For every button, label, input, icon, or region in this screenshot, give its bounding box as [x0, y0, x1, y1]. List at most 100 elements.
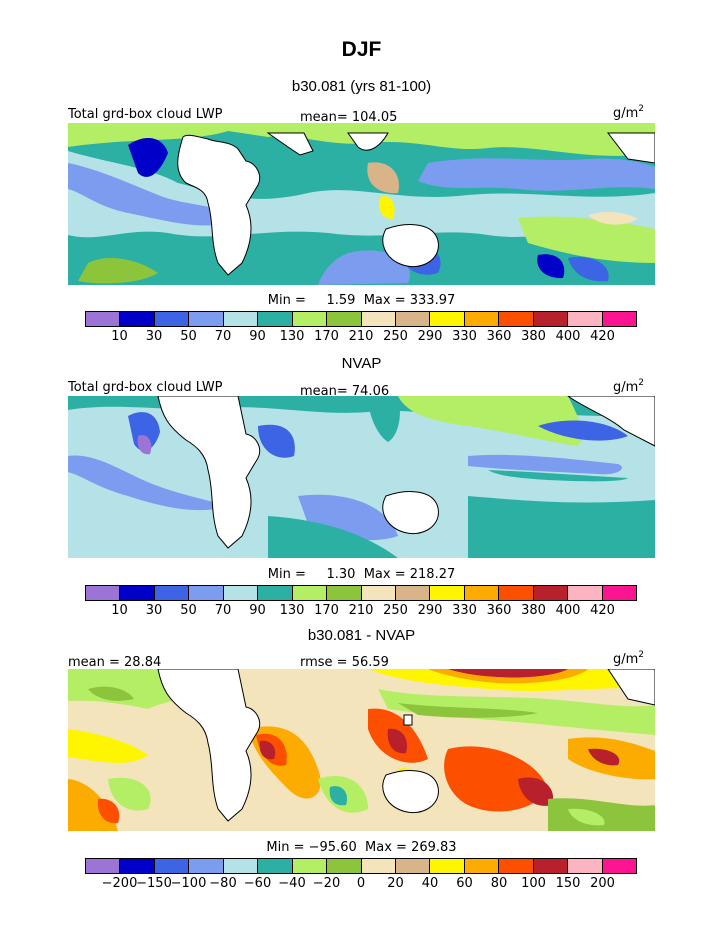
- colorbar-tick-label: 330: [452, 329, 477, 344]
- colorbar-box: [223, 586, 259, 600]
- colorbar-tick-label: 60: [456, 876, 473, 891]
- colorbar-tick-label: 170: [314, 329, 339, 344]
- panel-3-title: b30.081 - NVAP: [307, 627, 416, 644]
- panel-3-mean-label: mean = 28.84: [68, 655, 162, 670]
- panel-2-minmax: Min = 1.30 Max = 218.27: [267, 567, 456, 582]
- panel-3-land: [157, 669, 655, 822]
- colorbar-box: [568, 586, 603, 600]
- panel-2-mean-label: mean= 74.06: [300, 384, 390, 399]
- colorbar-box: [189, 586, 224, 600]
- colorbar-box: [533, 586, 569, 600]
- colorbar-tick-label: 420: [590, 603, 615, 618]
- colorbar-box: [533, 859, 569, 873]
- colorbar-tick-label: 70: [214, 329, 232, 344]
- panel-2-title: NVAP: [341, 355, 382, 372]
- colorbar-box: [499, 859, 534, 873]
- colorbar-tick-label: 130: [279, 603, 305, 618]
- colorbar-tick-label: 210: [348, 603, 374, 618]
- colorbar-box: [395, 586, 431, 600]
- panel-1-minmax: Min = 1.59 Max = 333.97: [267, 293, 456, 308]
- colorbar-box: [327, 859, 362, 873]
- colorbar-box: [258, 312, 293, 326]
- colorbar-tick-label: 420: [590, 329, 615, 344]
- colorbar-tick-label: 80: [490, 876, 508, 891]
- colorbar-box: [292, 312, 328, 326]
- colorbar-box: [327, 312, 362, 326]
- colorbar-box: [464, 586, 500, 600]
- colorbar-box: [568, 859, 603, 873]
- colorbar-box: [258, 586, 293, 600]
- colorbar-tick-label: 360: [486, 603, 512, 618]
- colorbar-box: [189, 859, 224, 873]
- colorbar-box: [120, 586, 155, 600]
- colorbar-tick-label: 20: [387, 876, 404, 891]
- colorbar-tick-label: 0: [356, 876, 366, 891]
- colorbar-tick-label: 250: [383, 603, 408, 618]
- colorbar-tick-label: 360: [486, 329, 512, 344]
- panel-2-map: [68, 396, 655, 558]
- colorbar-tick-label: 210: [348, 329, 374, 344]
- colorbar-box: [154, 312, 190, 326]
- colorbar-tick-label: −200: [101, 876, 138, 891]
- colorbar-box: [86, 312, 121, 326]
- figure-title: DJF: [341, 38, 382, 61]
- panel-2-units: g/m2: [613, 378, 645, 395]
- colorbar-box: [86, 586, 121, 600]
- colorbar-tick-label: −60: [243, 876, 272, 891]
- colorbar-box: [189, 312, 224, 326]
- colorbar-tick-label: 380: [521, 603, 546, 618]
- colorbar-box: [499, 586, 534, 600]
- colorbar-tick-label: 400: [555, 329, 581, 344]
- colorbar-box: [120, 312, 155, 326]
- colorbar-tick-label: 10: [111, 329, 128, 344]
- colorbar-box: [602, 859, 636, 873]
- panel-2-land: [157, 396, 655, 549]
- panel-3-minmax: Min = −95.60 Max = 269.83: [266, 840, 457, 855]
- panel-3-rmse-label: rmse = 56.59: [300, 655, 389, 670]
- panel-1-colorbar-labels: 10 30 50 70 90 130 170 210 250 290 330 360 380 400 420: [85, 329, 637, 345]
- colorbar-tick-label: 50: [180, 603, 197, 618]
- colorbar-box: [86, 859, 121, 873]
- colorbar-tick-label: −150: [136, 876, 172, 891]
- colorbar-box: [361, 312, 396, 326]
- panel-3-map: [68, 669, 655, 831]
- colorbar-box: [361, 586, 396, 600]
- panel-3-colorbar-boxes: [85, 858, 637, 874]
- colorbar-tick-label: 170: [314, 603, 339, 618]
- colorbar-box: [327, 586, 362, 600]
- panel-1-mean-label: mean= 104.05: [300, 110, 398, 125]
- colorbar-tick-label: 50: [180, 329, 197, 344]
- panel-2-variable-label: Total grd-box cloud LWP: [68, 380, 223, 395]
- panel-1-units: g/m2: [613, 104, 645, 121]
- colorbar-tick-label: 30: [145, 329, 163, 344]
- colorbar-tick-label: 250: [383, 329, 408, 344]
- colorbar-tick-label: 30: [145, 603, 163, 618]
- colorbar-box: [568, 312, 603, 326]
- colorbar-tick-label: 90: [249, 329, 266, 344]
- colorbar-tick-label: 90: [249, 603, 266, 618]
- panel-3-colorbar: −200 −150 −100 −80 −60 −40 −20 0 20 40 60 80 100 150 2…: [85, 858, 637, 891]
- colorbar-box: [464, 859, 500, 873]
- colorbar-box: [292, 859, 328, 873]
- panel-1-title: b30.081 (yrs 81-100): [291, 78, 432, 95]
- colorbar-tick-label: 150: [555, 876, 581, 891]
- colorbar-box: [499, 312, 534, 326]
- colorbar-tick-label: 400: [555, 603, 581, 618]
- colorbar-box: [120, 859, 155, 873]
- colorbar-box: [430, 859, 465, 873]
- panel-1-variable-label: Total grd-box cloud LWP: [68, 107, 223, 122]
- panel-1-map: [68, 123, 655, 285]
- colorbar-tick-label: −100: [170, 876, 207, 891]
- colorbar-box: [154, 859, 190, 873]
- colorbar-tick-label: −80: [209, 876, 237, 891]
- panel-3-colorbar-labels: −200 −150 −100 −80 −60 −40 −20 0 20 40 60 80 100 150 2…: [85, 876, 637, 892]
- colorbar-box: [430, 586, 465, 600]
- panel-1-colorbar-boxes: [85, 311, 637, 327]
- colorbar-box: [395, 312, 431, 326]
- colorbar-box: [258, 859, 293, 873]
- colorbar-tick-label: 100: [521, 876, 546, 891]
- colorbar-box: [430, 312, 465, 326]
- colorbar-box: [154, 586, 190, 600]
- colorbar-box: [223, 312, 259, 326]
- panel-3-units: g/m2: [613, 650, 645, 667]
